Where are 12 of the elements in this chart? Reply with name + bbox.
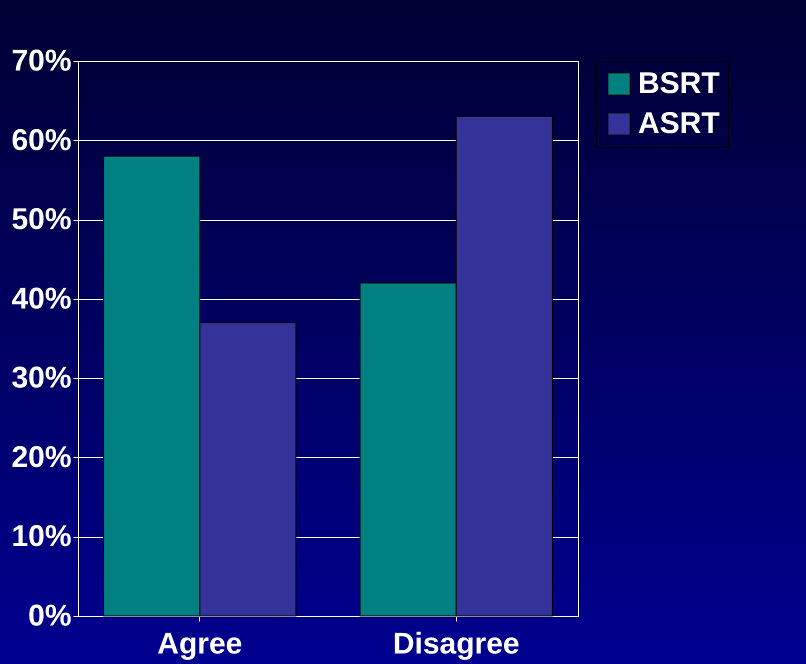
legend-label: BSRT	[638, 67, 720, 100]
y-tick-label: 20%	[11, 440, 72, 474]
y-tick-label: 50%	[11, 203, 72, 236]
y-tick-label: 10%	[11, 520, 72, 554]
y-tick-label: 30%	[11, 362, 72, 395]
x-tick-label: Agree	[157, 628, 242, 660]
y-tick-label: 40%	[11, 282, 72, 316]
y-tick-label: 70%	[11, 44, 72, 78]
x-tick-label: Disagree	[392, 628, 520, 660]
y-tick-label: 60%	[11, 124, 72, 157]
legend-label: ASRT	[638, 107, 720, 140]
y-tick-label: 0%	[28, 600, 72, 632]
